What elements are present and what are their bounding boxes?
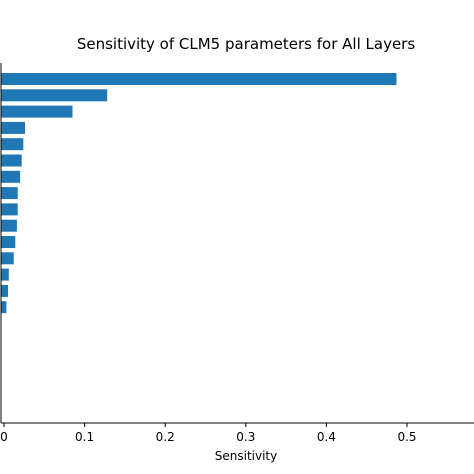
chart-title: Sensitivity of CLM5 parameters for All L… [77,35,416,53]
bar-15 [1,301,7,314]
bar-5 [1,138,24,151]
x-tick-label: 0.1 [75,430,94,444]
bar-4 [1,121,25,134]
x-tick-label: 0.2 [156,430,175,444]
bars-group [1,73,397,314]
x-tick-label: 0 [0,430,8,444]
x-axis-label: Sensitivity [215,449,277,463]
bar-11 [1,236,16,248]
bar-2 [1,89,108,102]
bar-7 [1,170,21,183]
bar-10 [1,219,17,232]
bar-14 [1,284,8,297]
x-ticks-group: 0 0.1 0.2 0.3 0.4 0.5 [0,423,417,444]
bar-13 [1,268,9,281]
x-tick-label: 0.4 [317,430,336,444]
bar-12 [1,252,14,265]
bar-8 [1,187,18,200]
bar-1 [1,73,397,85]
bar-3 [1,105,73,118]
bar-6 [1,154,22,167]
bar-9 [1,203,18,216]
x-tick-label: 0.5 [397,430,416,444]
x-tick-label: 0.3 [236,430,255,444]
